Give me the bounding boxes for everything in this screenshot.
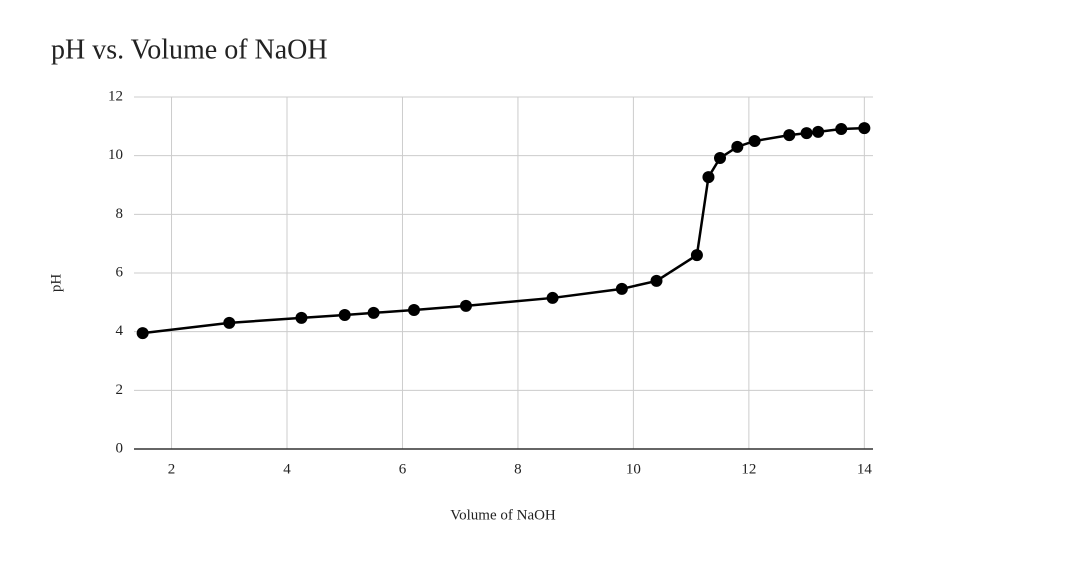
y-tick-label: 4	[116, 323, 124, 339]
data-point	[408, 303, 421, 316]
data-point	[338, 308, 351, 321]
y-tick-label: 12	[108, 88, 123, 104]
data-point	[546, 291, 559, 304]
data-point	[690, 249, 703, 262]
y-axis-label: pH	[48, 274, 64, 293]
x-tick-label: 2	[168, 461, 176, 477]
x-tick-label: 6	[399, 461, 407, 477]
x-tick-label: 12	[741, 461, 756, 477]
data-point	[748, 135, 761, 147]
data-point	[835, 122, 848, 135]
data-point	[702, 171, 715, 184]
x-tick-label: 4	[283, 461, 291, 477]
y-tick-label: 2	[116, 382, 124, 398]
data-line	[142, 126, 865, 335]
data-point	[223, 316, 236, 329]
y-tick-label: 0	[116, 440, 124, 456]
data-point	[812, 125, 825, 138]
data-point	[858, 122, 871, 135]
x-axis-label: Volume of NaOH	[450, 507, 556, 523]
data-point	[295, 311, 308, 324]
data-point	[367, 306, 380, 319]
data-point	[800, 127, 813, 140]
x-tick-label: 8	[514, 461, 522, 477]
y-tick-label: 10	[108, 147, 123, 163]
data-point	[615, 282, 628, 295]
y-tick-label: 6	[116, 264, 124, 280]
data-point	[731, 140, 744, 153]
data-point	[459, 299, 472, 312]
x-tick-label: 14	[857, 461, 873, 477]
x-tick-label: 10	[626, 461, 641, 477]
data-point	[714, 152, 727, 165]
data-point	[650, 274, 663, 287]
y-tick-label: 8	[116, 206, 124, 222]
data-point	[136, 327, 149, 340]
chart-title: pH vs. Volume of NaOH	[51, 34, 328, 65]
data-point	[783, 129, 796, 142]
